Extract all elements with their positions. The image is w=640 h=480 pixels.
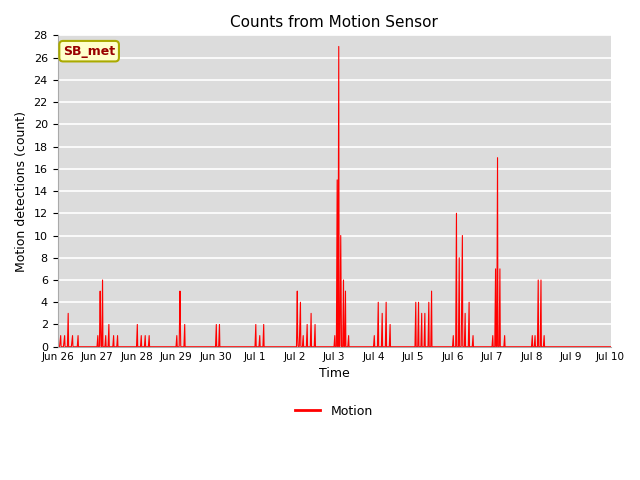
Text: SB_met: SB_met (63, 45, 115, 58)
Legend: Motion: Motion (291, 400, 378, 423)
X-axis label: Time: Time (319, 367, 349, 380)
Title: Counts from Motion Sensor: Counts from Motion Sensor (230, 15, 438, 30)
Y-axis label: Motion detections (count): Motion detections (count) (15, 110, 28, 272)
